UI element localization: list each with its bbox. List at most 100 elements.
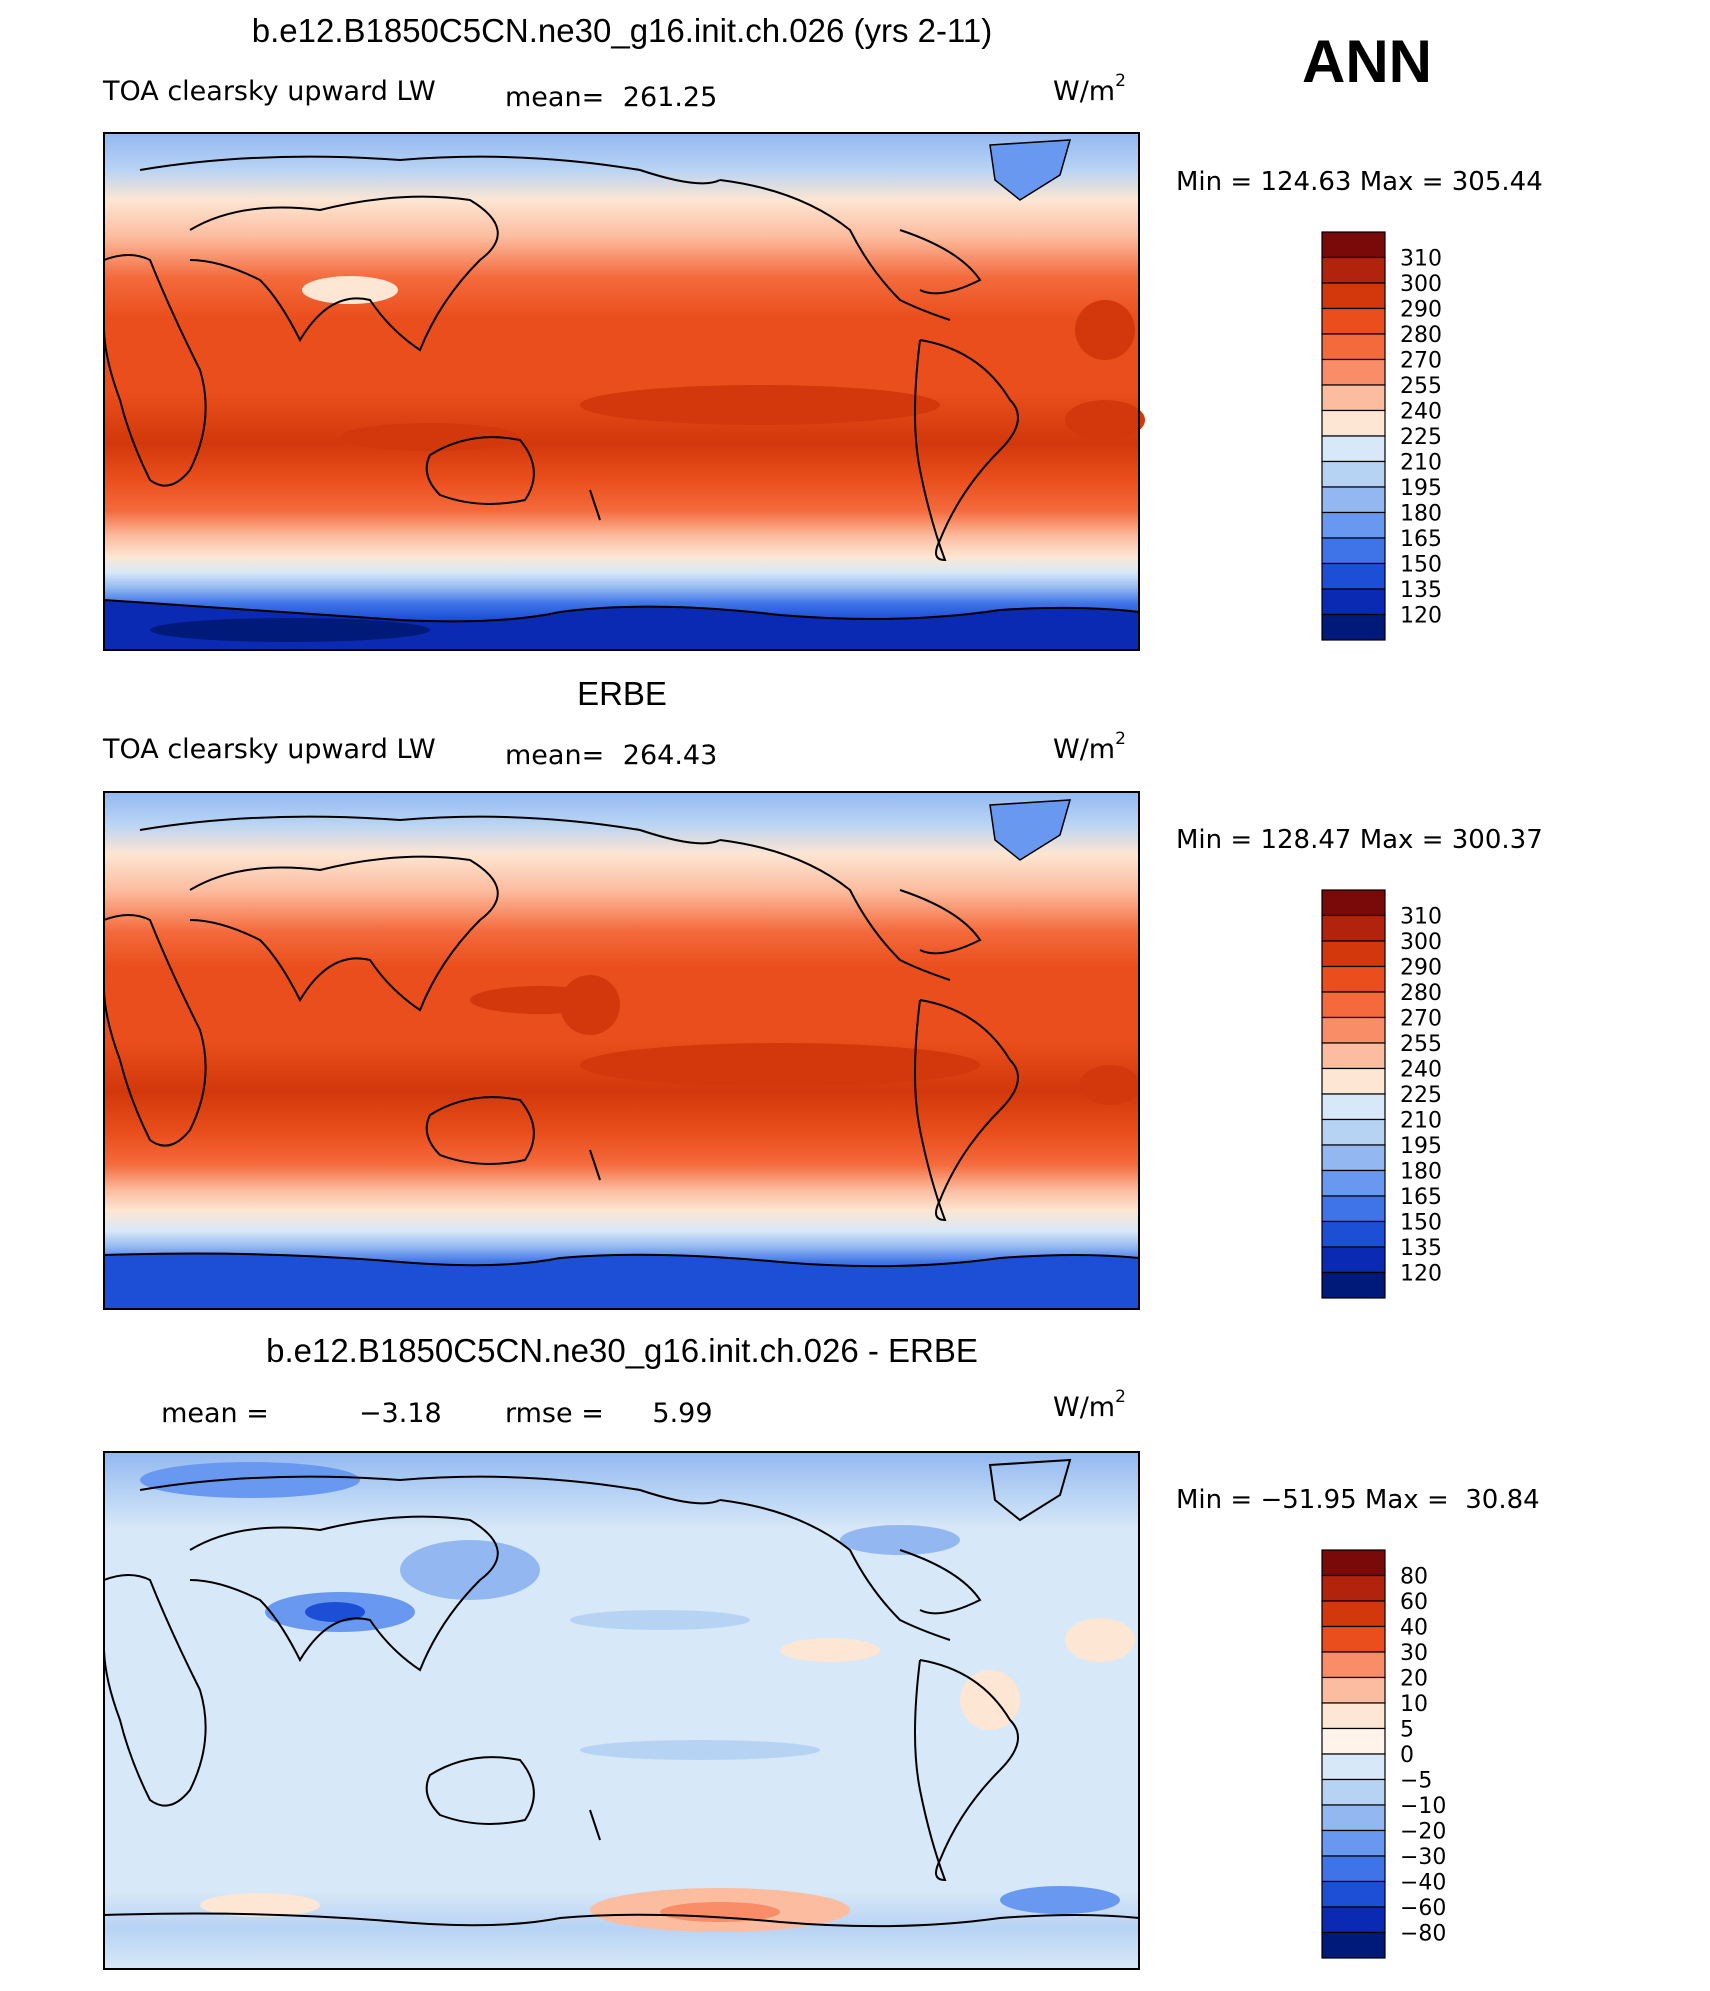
colorbar-tick-label: 150 <box>1400 1211 1442 1236</box>
panel-title: b.e12.B1850C5CN.ne30_g16.init.ch.026 (yr… <box>252 12 993 49</box>
colorbar-tick-label: 10 <box>1400 1692 1428 1717</box>
units-label: W/m <box>1053 76 1115 107</box>
colorbar-swatch <box>1321 1931 1386 1959</box>
colorbar-swatch <box>1321 991 1386 1019</box>
colorbar-tick-label: 20 <box>1400 1667 1428 1692</box>
colorbar-swatch <box>1321 1727 1386 1755</box>
colorbar-tick-label: 290 <box>1400 298 1442 323</box>
colorbar-tick-label: 5 <box>1400 1718 1414 1743</box>
units-superscript: 2 <box>1115 1387 1126 1407</box>
colorbar-tick-label: 0 <box>1400 1743 1414 1768</box>
svg-text:W/m2: W/m2 <box>1053 729 1126 765</box>
colorbar-swatch <box>1321 1118 1386 1146</box>
colorbar-tick-label: 280 <box>1400 981 1442 1006</box>
colorbar-tick-label: 310 <box>1400 905 1442 930</box>
units-superscript: 2 <box>1115 71 1126 91</box>
colorbar-tick-label: −10 <box>1400 1794 1446 1819</box>
colorbar-tick-label: 210 <box>1400 451 1442 476</box>
colorbar-tick-label: 195 <box>1400 1134 1442 1159</box>
colorbar-swatch <box>1321 1778 1386 1806</box>
colorbar-tick-label: 300 <box>1400 930 1442 955</box>
colorbar-tick-label: −30 <box>1400 1845 1446 1870</box>
colorbar-tick-label: −40 <box>1400 1871 1446 1896</box>
colorbar-swatch <box>1321 435 1386 463</box>
colorbar-tick-label: 255 <box>1400 1032 1442 1057</box>
colorbar-tick-label: −80 <box>1400 1922 1446 1947</box>
colorbar-tick-label: 270 <box>1400 349 1442 374</box>
colorbar-swatch <box>1321 562 1386 590</box>
mean-label: mean = <box>161 1398 269 1429</box>
colorbar-tick-label: 240 <box>1400 1058 1442 1083</box>
svg-text:mean = −3.18: mean = −3.18 <box>101 1398 485 1429</box>
min-max-label: Min = 124.63 Max = 305.44 <box>1176 167 1543 197</box>
panel-difference: b.e12.B1850C5CN.ne30_g16.init.ch.026 - E… <box>101 1332 1540 1970</box>
rmse-value: 5.99 <box>652 1398 712 1429</box>
colorbar-swatch <box>1321 940 1386 968</box>
colorbar-tick-label: 120 <box>1400 1262 1442 1287</box>
colorbar-swatch <box>1321 511 1386 539</box>
colorbar-swatch <box>1321 307 1386 335</box>
rmse-label: rmse = <box>505 1398 604 1429</box>
mean-value: −3.18 <box>359 1398 442 1429</box>
mean-label: mean= <box>505 740 604 771</box>
units-label: W/m <box>1053 734 1115 765</box>
colorbar-tick-label: 240 <box>1400 400 1442 425</box>
colorbar-swatch <box>1321 1574 1386 1602</box>
colorbar-swatch <box>1321 231 1386 259</box>
colorbar-tick-label: 135 <box>1400 1236 1442 1261</box>
colorbar-tick-label: 255 <box>1400 374 1442 399</box>
season-label: ANN <box>1302 28 1432 95</box>
colorbar-swatch <box>1321 486 1386 514</box>
colorbar-swatch <box>1321 537 1386 565</box>
units-superscript: 2 <box>1115 729 1126 749</box>
colorbar-tick-label: 210 <box>1400 1109 1442 1134</box>
colorbar-tick-label: 180 <box>1400 502 1442 527</box>
panel-model: b.e12.B1850C5CN.ne30_g16.init.ch.026 (yr… <box>102 12 1543 651</box>
colorbar-tick-label: 195 <box>1400 476 1442 501</box>
mean-value: 261.25 <box>623 82 717 113</box>
colorbar-tick-label: 180 <box>1400 1160 1442 1185</box>
colorbar-swatch <box>1321 1906 1386 1934</box>
svg-text:mean= 264.43: mean= 264.43 <box>505 740 717 771</box>
colorbar-tick-label: 150 <box>1400 553 1442 578</box>
map-plot <box>103 791 1140 1310</box>
colorbar-tick-label: 300 <box>1400 272 1442 297</box>
svg-text:W/m2: W/m2 <box>1053 71 1126 107</box>
colorbar-swatch <box>1321 460 1386 488</box>
colorbar-tick-label: 135 <box>1400 578 1442 603</box>
colorbar-swatch <box>1321 965 1386 993</box>
colorbar-tick-label: 165 <box>1400 527 1442 552</box>
colorbar-swatch <box>1321 384 1386 412</box>
colorbar-swatch <box>1321 1144 1386 1172</box>
colorbar-tick-label: 310 <box>1400 247 1442 272</box>
svg-text:rmse = 5.99: rmse = 5.99 <box>505 1398 713 1429</box>
colorbar-tick-label: −20 <box>1400 1820 1446 1845</box>
colorbar-swatch <box>1321 282 1386 310</box>
mean-label: mean= <box>505 82 604 113</box>
colorbar-swatch <box>1321 409 1386 437</box>
variable-label: TOA clearsky upward LW <box>102 76 436 107</box>
colorbar-swatch <box>1321 1880 1386 1908</box>
min-max-label: Min = 128.47 Max = 300.37 <box>1176 825 1543 855</box>
colorbar-swatch <box>1321 1676 1386 1704</box>
colorbar-swatch <box>1321 588 1386 616</box>
colorbar-swatch <box>1321 1169 1386 1197</box>
colorbar-tick-label: −5 <box>1400 1769 1432 1794</box>
mean-value: 264.43 <box>623 740 717 771</box>
colorbar: 3103002902802702552402252101951801651501… <box>1321 889 1442 1299</box>
colorbar-tick-label: 80 <box>1400 1565 1428 1590</box>
colorbar-tick-label: −60 <box>1400 1896 1446 1921</box>
svg-text:mean= 261.25: mean= 261.25 <box>505 82 717 113</box>
colorbar-tick-label: 165 <box>1400 1185 1442 1210</box>
colorbar-swatch <box>1321 1855 1386 1883</box>
colorbar-swatch <box>1321 1246 1386 1274</box>
panel-observation: ERBE TOA clearsky upward LW mean= 264.43… <box>102 675 1543 1310</box>
map-plot <box>103 132 1145 651</box>
svg-text:W/m2: W/m2 <box>1053 1387 1126 1423</box>
colorbar-tick-label: 225 <box>1400 425 1442 450</box>
colorbar-swatch <box>1321 1067 1386 1095</box>
map-plot <box>103 1451 1140 1970</box>
colorbar: 3103002902802702552402252101951801651501… <box>1321 231 1442 641</box>
panel-title: ERBE <box>577 675 667 712</box>
